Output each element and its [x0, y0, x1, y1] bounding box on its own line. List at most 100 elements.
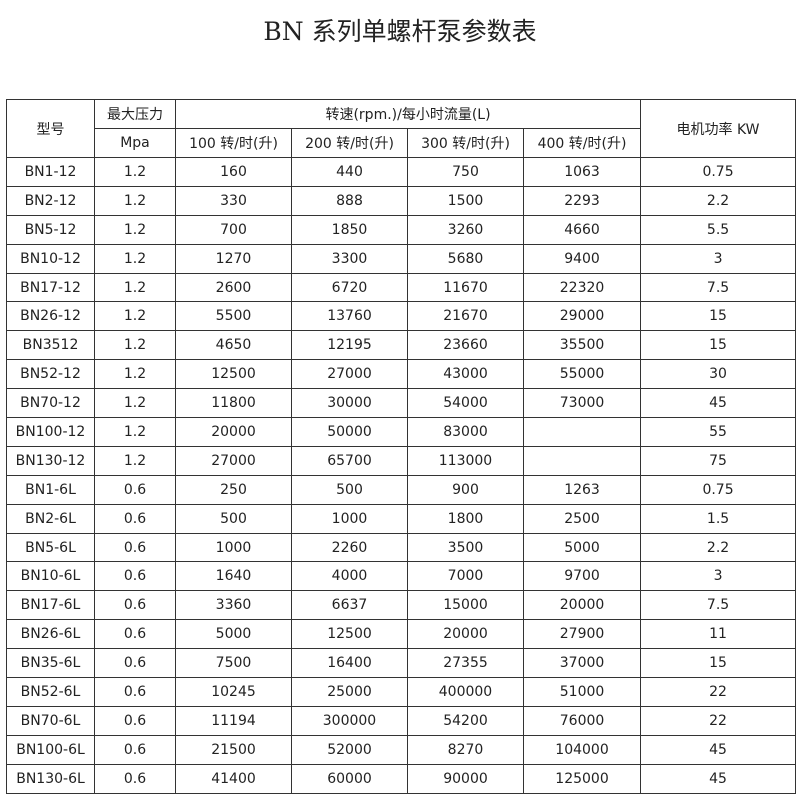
cell-model: BN2-6L	[6, 503, 95, 534]
cell-motor-power: 0.75	[640, 157, 797, 187]
table-row: BN26-12 1.2 5500 13760 21670 29000 15	[6, 301, 797, 332]
cell-model: BN70-12	[6, 388, 95, 419]
header-speed-100: 100 转/时(升)	[175, 128, 292, 158]
cell-flow-300: 1800	[407, 503, 524, 534]
cell-motor-power: 0.75	[640, 474, 797, 505]
cell-flow-100: 1000	[175, 532, 292, 563]
cell-flow-100: 12500	[175, 359, 292, 390]
table-row: BN100-6L 0.6 21500 52000 8270 104000 45	[6, 734, 797, 765]
table-row: BN17-12 1.2 2600 6720 11670 22320 7.5	[6, 272, 797, 303]
cell-model: BN1-12	[6, 157, 95, 187]
table-row: BN1-6L 0.6 250 500 900 1263 0.75	[6, 474, 797, 505]
header-model: 型号	[6, 99, 95, 158]
cell-max-pressure: 1.2	[94, 417, 176, 447]
cell-flow-400: 9400	[522, 243, 642, 274]
table-row: BN70-6L 0.6 11194 300000 54200 76000 22	[6, 705, 797, 736]
cell-flow-300: 3500	[407, 532, 524, 563]
cell-max-pressure: 0.6	[94, 474, 176, 505]
table-row: BN1-12 1.2 160 440 750 1063 0.75	[6, 157, 797, 187]
cell-flow-200: 65700	[291, 445, 408, 476]
cell-flow-100: 700	[175, 214, 292, 245]
cell-flow-300: 113000	[407, 445, 524, 476]
cell-model: BN5-6L	[6, 532, 95, 563]
cell-flow-400: 1263	[522, 474, 642, 505]
cell-flow-300: 54200	[407, 705, 524, 736]
cell-motor-power: 45	[640, 734, 797, 765]
cell-flow-200: 50000	[291, 417, 408, 447]
cell-flow-400: 27900	[522, 619, 642, 650]
cell-flow-200: 12500	[291, 619, 408, 650]
table-body: BN1-12 1.2 160 440 750 1063 0.75 BN2-12 1.2 330 88…	[6, 157, 797, 794]
cell-flow-400: 73000	[522, 388, 642, 419]
cell-model: BN52-6L	[6, 677, 95, 707]
cell-motor-power: 30	[640, 359, 797, 390]
cell-flow-100: 27000	[175, 445, 292, 476]
header-pressure: 最大压力	[94, 99, 176, 129]
cell-flow-200: 25000	[291, 677, 408, 707]
cell-flow-200: 500	[291, 474, 408, 505]
cell-model: BN5-12	[6, 214, 95, 245]
cell-model: BN26-6L	[6, 619, 95, 650]
cell-model: BN17-6L	[6, 590, 95, 621]
table-row: BN5-6L 0.6 1000 2260 3500 5000 2.2	[6, 532, 797, 563]
cell-flow-400: 51000	[522, 677, 642, 707]
cell-flow-100: 7500	[175, 648, 292, 679]
cell-flow-400: 55000	[522, 359, 642, 390]
cell-flow-200: 6720	[291, 272, 408, 303]
cell-max-pressure: 0.6	[94, 677, 176, 707]
cell-motor-power: 75	[640, 445, 797, 476]
cell-flow-300: 54000	[407, 388, 524, 419]
cell-motor-power: 1.5	[640, 503, 797, 534]
cell-flow-300: 8270	[407, 734, 524, 765]
cell-flow-400: 35500	[522, 330, 642, 361]
cell-max-pressure: 1.2	[94, 272, 176, 303]
cell-max-pressure: 0.6	[94, 503, 176, 534]
cell-flow-100: 1270	[175, 243, 292, 274]
cell-motor-power: 7.5	[640, 272, 797, 303]
cell-max-pressure: 1.2	[94, 301, 176, 332]
cell-max-pressure: 0.6	[94, 532, 176, 563]
table-row: BN130-12 1.2 27000 65700 113000 75	[6, 445, 797, 476]
cell-flow-400	[522, 417, 642, 447]
cell-motor-power: 45	[640, 388, 797, 419]
cell-flow-300: 20000	[407, 619, 524, 650]
cell-flow-100: 250	[175, 474, 292, 505]
cell-flow-300: 900	[407, 474, 524, 505]
cell-model: BN1-6L	[6, 474, 95, 505]
cell-flow-400: 37000	[522, 648, 642, 679]
cell-flow-400: 20000	[522, 590, 642, 621]
cell-model: BN3512	[6, 330, 95, 361]
cell-flow-200: 300000	[291, 705, 408, 736]
cell-motor-power: 3	[640, 243, 797, 274]
cell-flow-100: 41400	[175, 763, 292, 794]
cell-motor-power: 15	[640, 301, 797, 332]
header-power: 电机功率 KW	[640, 99, 797, 158]
cell-flow-300: 11670	[407, 272, 524, 303]
cell-flow-100: 5500	[175, 301, 292, 332]
table-row: BN52-12 1.2 12500 27000 43000 55000 30	[6, 359, 797, 390]
cell-flow-200: 1000	[291, 503, 408, 534]
cell-flow-100: 160	[175, 157, 292, 187]
cell-flow-300: 400000	[407, 677, 524, 707]
cell-motor-power: 22	[640, 677, 797, 707]
cell-model: BN10-12	[6, 243, 95, 274]
cell-flow-100: 11194	[175, 705, 292, 736]
cell-flow-200: 30000	[291, 388, 408, 419]
cell-flow-200: 27000	[291, 359, 408, 390]
cell-flow-200: 3300	[291, 243, 408, 274]
cell-model: BN130-6L	[6, 763, 95, 794]
table-row: BN35-6L 0.6 7500 16400 27355 37000 15	[6, 648, 797, 679]
cell-motor-power: 15	[640, 648, 797, 679]
cell-flow-300: 21670	[407, 301, 524, 332]
cell-model: BN2-12	[6, 185, 95, 216]
cell-flow-100: 500	[175, 503, 292, 534]
header-pressure-unit: Mpa	[94, 128, 176, 158]
cell-max-pressure: 0.6	[94, 763, 176, 794]
cell-motor-power: 15	[640, 330, 797, 361]
cell-flow-400: 2500	[522, 503, 642, 534]
pump-parameter-table: 型号 最大压力 转速(rpm.)/每小时流量(L) 电机功率 KW Mpa 10…	[6, 99, 797, 794]
cell-flow-300: 27355	[407, 648, 524, 679]
cell-model: BN35-6L	[6, 648, 95, 679]
cell-max-pressure: 0.6	[94, 705, 176, 736]
cell-max-pressure: 0.6	[94, 590, 176, 621]
